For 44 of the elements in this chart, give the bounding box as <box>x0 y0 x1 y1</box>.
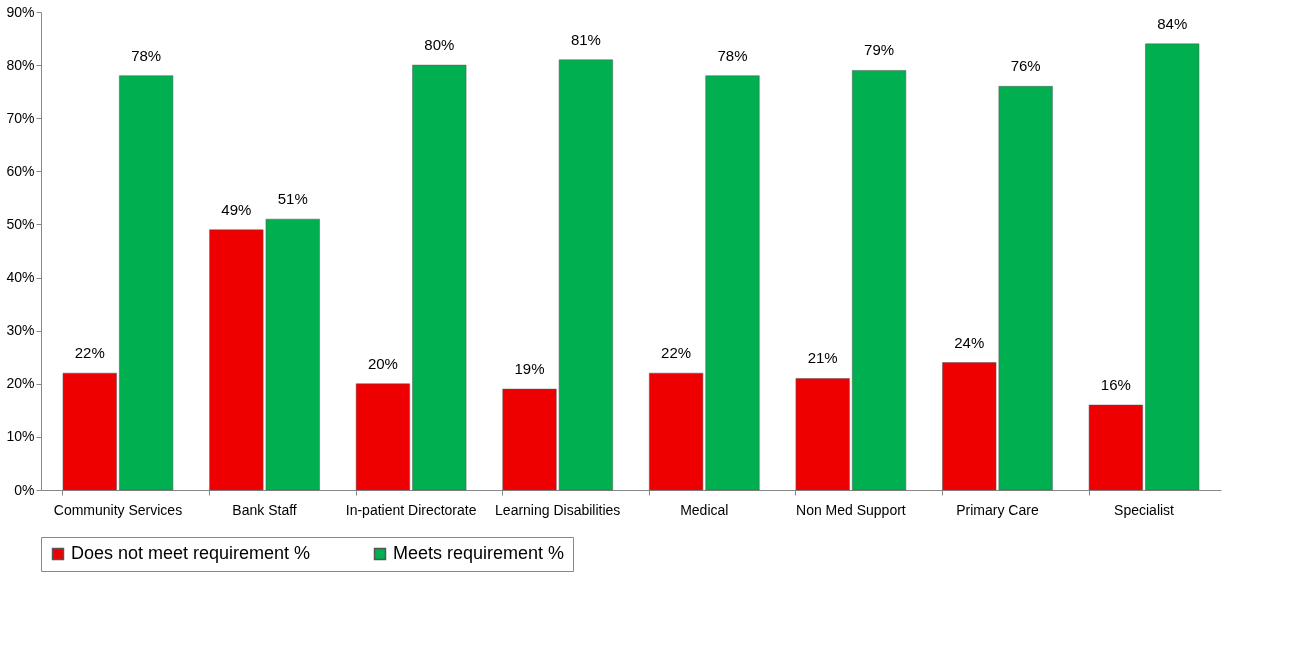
bar <box>852 70 907 491</box>
x-tick-label: In-patient Directorate <box>345 501 477 518</box>
bar <box>412 64 467 491</box>
y-tick-label: 30% <box>6 322 35 339</box>
bar <box>1088 404 1143 491</box>
x-tick-label: Medical <box>680 501 729 518</box>
data-label: 81% <box>570 30 601 48</box>
data-label: 22% <box>661 344 692 362</box>
x-tick-label: Learning Disabilities <box>495 501 621 518</box>
y-tick-label: 70% <box>6 109 35 126</box>
x-tick-label: Community Services <box>53 501 183 518</box>
y-tick-label: 40% <box>6 269 35 286</box>
data-label: 80% <box>424 36 455 54</box>
bar <box>355 383 410 491</box>
y-tick-label: 0% <box>14 481 35 498</box>
data-label: 51% <box>277 190 308 208</box>
data-label: 22% <box>74 344 105 362</box>
y-tick-label: 90% <box>6 3 35 20</box>
data-label: 79% <box>864 41 895 59</box>
data-label: 19% <box>514 360 545 378</box>
y-tick-label: 20% <box>6 375 35 392</box>
x-tick-label: Specialist <box>1114 501 1175 518</box>
data-label: 21% <box>807 349 838 367</box>
legend-label: Meets requirement % <box>393 543 565 563</box>
bar <box>1145 43 1200 491</box>
bar <box>795 378 850 491</box>
y-tick-label: 60% <box>6 162 35 179</box>
bar <box>119 75 174 491</box>
data-label: 76% <box>1010 57 1041 75</box>
legend-label: Does not meet requirement % <box>71 543 311 563</box>
bar <box>62 372 117 491</box>
data-label: 16% <box>1100 376 1131 394</box>
data-label: 49% <box>221 200 252 218</box>
data-label: 20% <box>367 354 398 372</box>
data-label: 84% <box>1157 14 1188 32</box>
y-tick-label: 50% <box>6 215 35 232</box>
data-label: 24% <box>954 333 985 351</box>
y-tick-label: 80% <box>6 56 35 73</box>
x-tick-label: Bank Staff <box>232 501 297 518</box>
x-tick-label: Non Med Support <box>796 501 906 518</box>
data-label: 78% <box>131 46 162 64</box>
y-tick-label: 10% <box>6 428 35 445</box>
x-tick-label: Primary Care <box>956 501 1039 518</box>
data-label: 78% <box>717 46 748 64</box>
